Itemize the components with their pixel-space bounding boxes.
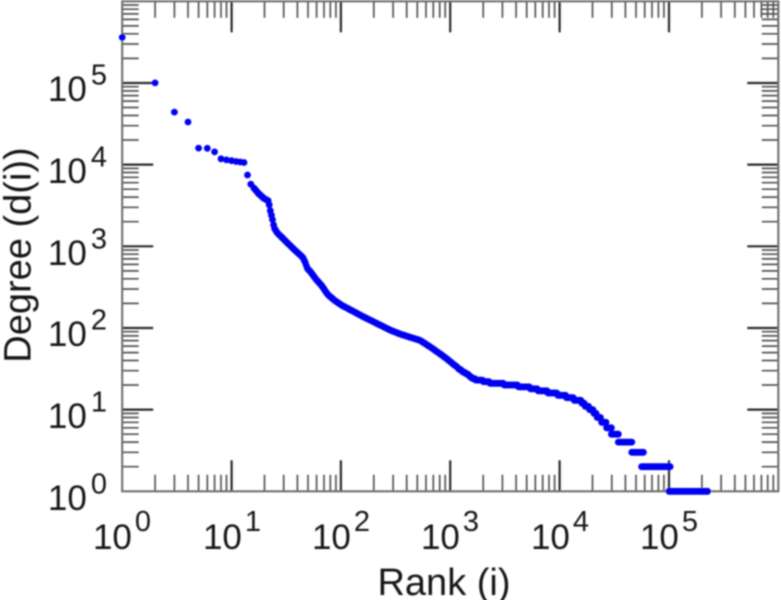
svg-text:Rank (i): Rank (i) — [377, 562, 510, 600]
svg-text:Degree (d(i)): Degree (d(i)) — [0, 147, 40, 362]
